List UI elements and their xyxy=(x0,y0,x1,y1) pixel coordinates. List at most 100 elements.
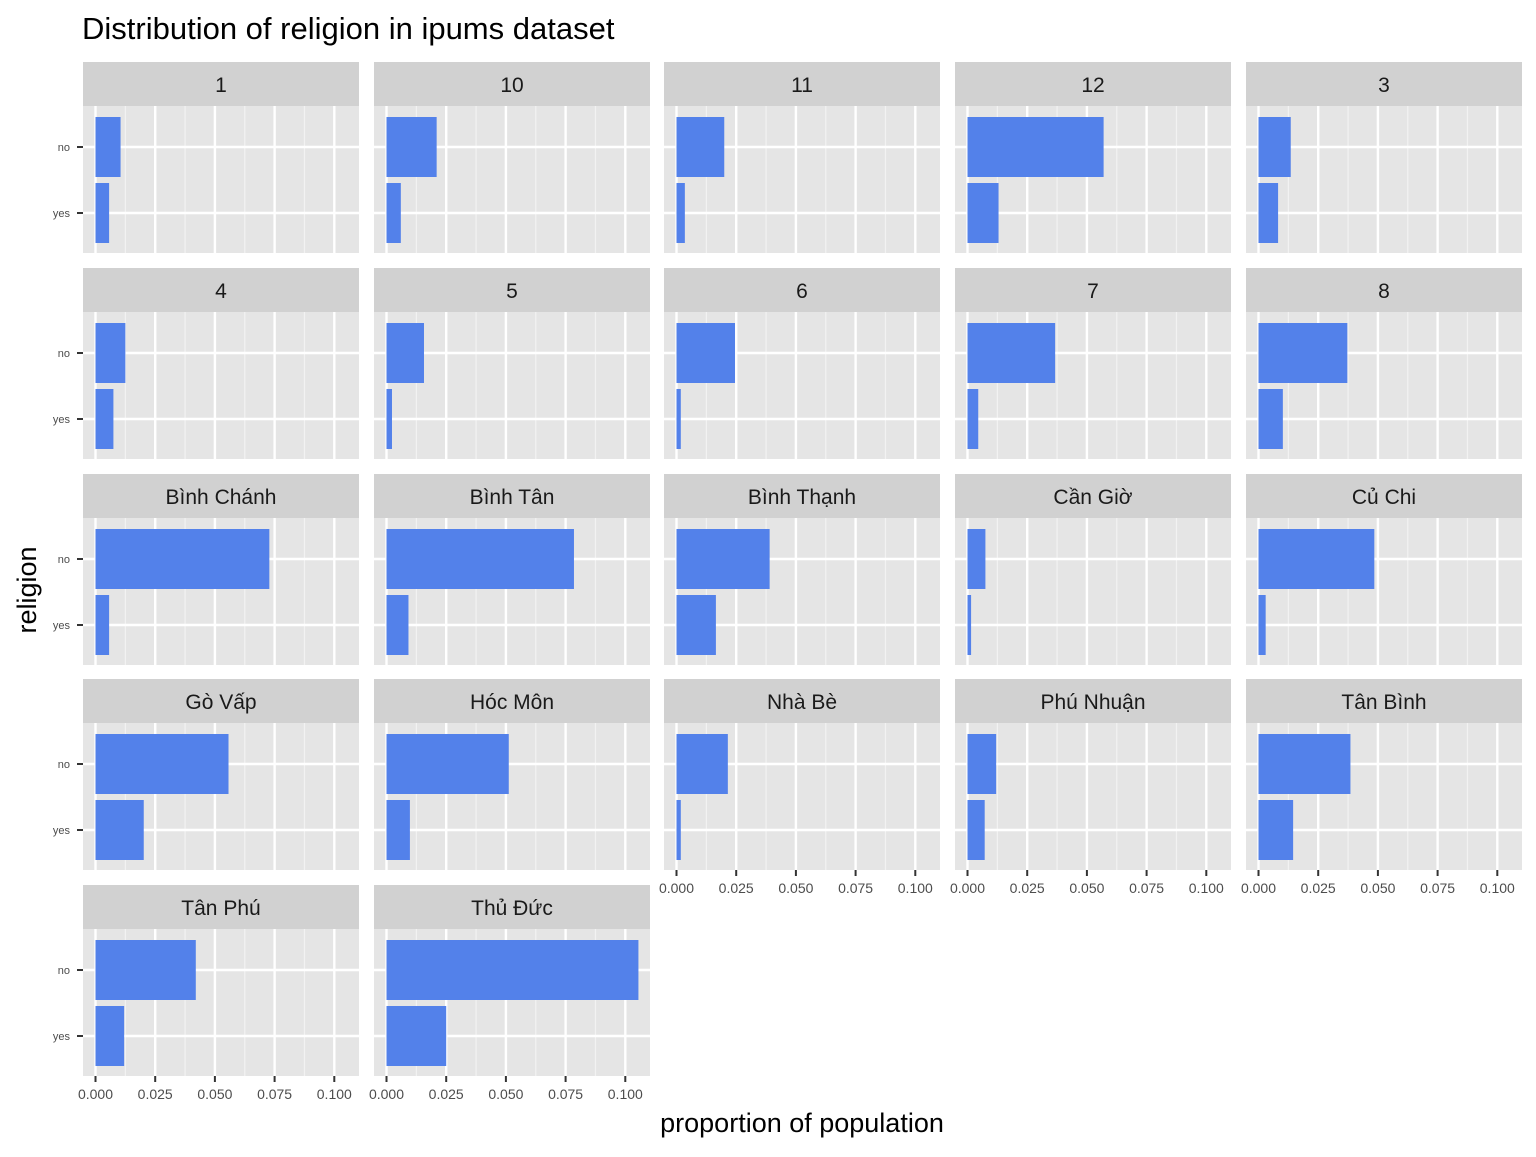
panel-background xyxy=(83,106,359,253)
facet-panel: Thủ Đức 0.000 0.025 0.050 0.075 0.100 xyxy=(369,885,650,1102)
facet-strip xyxy=(1246,62,1522,106)
facet-strip xyxy=(83,268,359,312)
y-tick-label: yes xyxy=(53,414,71,426)
bar-yes xyxy=(676,800,681,860)
x-tick-label: 0.100 xyxy=(317,1086,352,1102)
bar-no xyxy=(1258,529,1375,589)
bar-no xyxy=(676,117,725,177)
bar-yes xyxy=(1258,389,1283,449)
facet-strip xyxy=(955,474,1231,518)
facet-label: Gò Vấp xyxy=(185,691,256,714)
y-tick-label: no xyxy=(58,142,70,154)
x-tick-label: 0.075 xyxy=(838,880,873,896)
bar-no xyxy=(95,529,270,589)
facet-label: 4 xyxy=(215,280,227,303)
bar-no xyxy=(676,529,770,589)
bar-yes xyxy=(386,389,392,449)
bar-yes xyxy=(95,800,144,860)
bar-no xyxy=(676,734,728,794)
facet-panel: Phú Nhuận 0.000 0.025 0.050 0.075 0.100 xyxy=(950,679,1231,896)
facet-panel: Bình Chánh no yes xyxy=(53,474,359,665)
facet-panel: 5 xyxy=(374,268,650,459)
facet-label: Cần Giờ xyxy=(1053,486,1132,509)
facet-panel: 7 xyxy=(955,268,1231,459)
y-tick-label: yes xyxy=(53,620,71,632)
x-tick-label: 0.075 xyxy=(548,1086,583,1102)
facet-strip xyxy=(664,62,940,106)
facet-label: Bình Chánh xyxy=(166,486,277,509)
facet-strip xyxy=(374,62,650,106)
facet-panel: Gò Vấp no yes xyxy=(53,679,359,870)
bar-yes xyxy=(967,183,999,243)
x-tick-label: 0.050 xyxy=(197,1086,232,1102)
facet-strip xyxy=(1246,679,1522,723)
bar-yes xyxy=(386,595,409,655)
bar-yes xyxy=(95,1006,125,1066)
facet-strip xyxy=(83,62,359,106)
bar-yes xyxy=(967,800,985,860)
bar-no xyxy=(967,323,1056,383)
facet-label: 7 xyxy=(1087,280,1099,303)
facet-label: 5 xyxy=(506,280,518,303)
facet-strip xyxy=(664,268,940,312)
bar-no xyxy=(967,117,1104,177)
facet-label: Tân Phú xyxy=(181,897,260,920)
y-tick-label: yes xyxy=(53,1031,71,1043)
facet-strip xyxy=(374,679,650,723)
y-tick-label: no xyxy=(58,965,70,977)
facet-panel: 4 no yes xyxy=(53,268,359,459)
x-tick-label: 0.025 xyxy=(138,1086,173,1102)
x-tick-label: 0.050 xyxy=(1069,880,1104,896)
y-tick-label: yes xyxy=(53,208,71,220)
facet-panel: Nhà Bè 0.000 0.025 0.050 0.075 0.100 xyxy=(659,679,940,896)
bar-no xyxy=(1258,323,1348,383)
bar-yes xyxy=(386,800,410,860)
facet-label: Bình Tân xyxy=(470,486,555,509)
x-tick-label: 0.075 xyxy=(257,1086,292,1102)
x-tick-label: 0.025 xyxy=(429,1086,464,1102)
bar-yes xyxy=(95,183,110,243)
facet-panel: 3 xyxy=(1246,62,1522,253)
x-tick-label: 0.100 xyxy=(608,1086,643,1102)
facet-label: 6 xyxy=(796,280,808,303)
x-tick-label: 0.025 xyxy=(1301,880,1336,896)
facet-strip xyxy=(374,474,650,518)
bar-no xyxy=(386,117,437,177)
x-tick-label: 0.050 xyxy=(1360,880,1395,896)
facet-panel: Tân Bình 0.000 0.025 0.050 0.075 0.100 xyxy=(1241,679,1522,896)
x-axis-title: proportion of population xyxy=(660,1108,944,1138)
facet-strip xyxy=(664,679,940,723)
x-tick-label: 0.000 xyxy=(1241,880,1276,896)
facet-label: 12 xyxy=(1081,74,1104,97)
bar-no xyxy=(95,940,196,1000)
bar-no xyxy=(386,734,509,794)
x-tick-label: 0.050 xyxy=(778,880,813,896)
x-tick-label: 0.025 xyxy=(1010,880,1045,896)
bar-no xyxy=(386,940,639,1000)
facet-panel: 12 xyxy=(955,62,1231,253)
bar-no xyxy=(95,734,229,794)
facet-label: Củ Chi xyxy=(1352,486,1416,509)
facet-strip xyxy=(955,679,1231,723)
bar-yes xyxy=(967,389,979,449)
panel-background xyxy=(83,312,359,459)
facet-label: Nhà Bè xyxy=(767,691,837,714)
facet-label: Tân Bình xyxy=(1341,691,1426,714)
facet-strip xyxy=(83,679,359,723)
facet-label: 10 xyxy=(500,74,523,97)
x-tick-label: 0.100 xyxy=(898,880,933,896)
bar-no xyxy=(95,117,121,177)
facet-label: 3 xyxy=(1378,74,1390,97)
bar-no xyxy=(676,323,736,383)
bar-yes xyxy=(967,595,972,655)
facet-panel: 8 xyxy=(1246,268,1522,459)
facet-panel: 11 xyxy=(664,62,940,253)
bar-yes xyxy=(386,1006,447,1066)
bar-yes xyxy=(676,595,716,655)
bar-yes xyxy=(1258,800,1294,860)
bar-no xyxy=(1258,734,1351,794)
facet-strip xyxy=(374,885,650,929)
